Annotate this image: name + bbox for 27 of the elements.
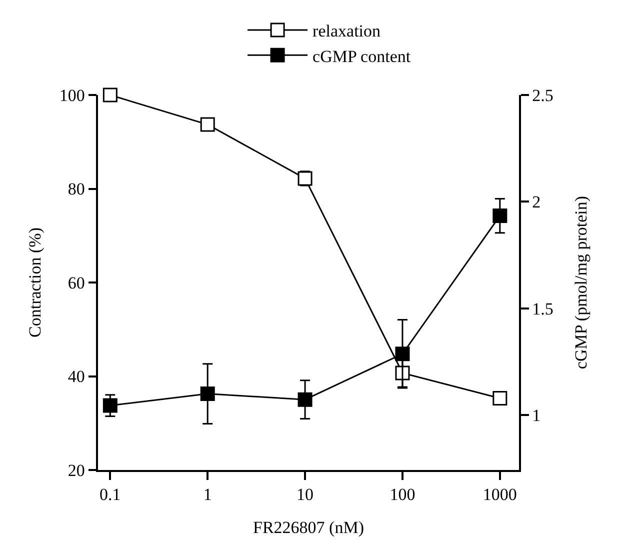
y-tick-label: 40 xyxy=(68,367,85,386)
y-tick-label: 20 xyxy=(68,460,85,480)
point xyxy=(492,208,508,224)
x-tick-label: 1 xyxy=(203,485,212,504)
x-tick-label: 10 xyxy=(296,485,314,504)
y2-tick-label: 2.5 xyxy=(532,86,554,105)
y-tick-label: 100 xyxy=(59,86,85,105)
point xyxy=(102,398,118,413)
point xyxy=(200,117,215,132)
y-tick-label: 60 xyxy=(68,273,85,292)
x-tick-label: 0.1 xyxy=(100,485,121,504)
x-tick-label: 1000 xyxy=(482,485,517,504)
y2-tick-label: 2 xyxy=(532,192,541,212)
x-axis-title: FR226807 (nM) xyxy=(253,518,364,538)
point xyxy=(395,346,410,362)
y2-tick-label: 1 xyxy=(532,406,541,426)
legend-label: cGMP content xyxy=(312,46,411,66)
legend-label: relaxation xyxy=(312,22,382,41)
x-tick-label: 100 xyxy=(390,485,416,504)
y-tick-label: 80 xyxy=(68,180,85,199)
point xyxy=(492,391,508,406)
y2-axis-title: cGMP (pmol/mg protein) xyxy=(571,196,590,370)
y-axis-title: Contraction (%) xyxy=(25,228,44,338)
point xyxy=(200,386,215,402)
y2-tick-label: 1.5 xyxy=(532,299,554,318)
point xyxy=(102,88,118,102)
point xyxy=(298,392,312,407)
